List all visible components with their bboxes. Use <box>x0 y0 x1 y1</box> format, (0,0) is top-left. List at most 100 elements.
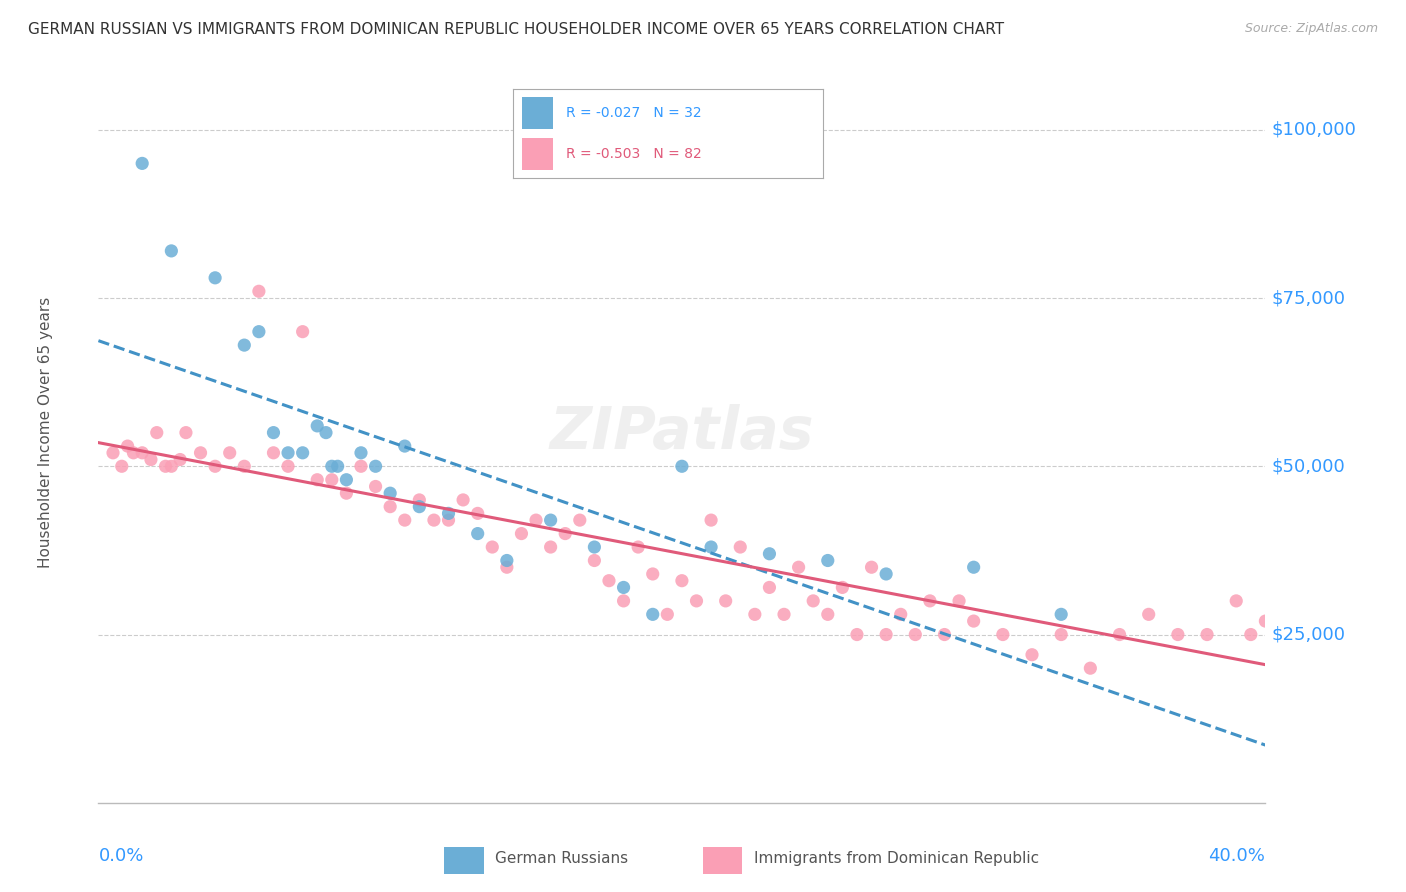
FancyBboxPatch shape <box>703 847 742 874</box>
Point <box>554 526 576 541</box>
Point <box>247 325 270 339</box>
Point <box>934 627 956 641</box>
Text: German Russians: German Russians <box>495 851 628 866</box>
Text: R = -0.503   N = 82: R = -0.503 N = 82 <box>565 147 702 161</box>
Point <box>364 479 387 493</box>
Point <box>1167 627 1189 641</box>
Point <box>540 513 562 527</box>
Point <box>641 607 664 622</box>
Point <box>155 459 177 474</box>
Point <box>671 459 693 474</box>
Point <box>101 446 124 460</box>
Point <box>962 614 984 628</box>
Point <box>568 513 591 527</box>
Point <box>437 507 460 521</box>
Point <box>875 627 897 641</box>
Point <box>758 547 780 561</box>
Point <box>321 459 343 474</box>
Point <box>948 594 970 608</box>
Point <box>860 560 883 574</box>
Point <box>714 594 737 608</box>
Point <box>817 553 839 567</box>
Point <box>496 553 519 567</box>
Point <box>962 560 984 574</box>
Point <box>1080 661 1102 675</box>
Point <box>380 500 402 514</box>
Point <box>111 459 134 474</box>
Point <box>524 513 547 527</box>
Point <box>1240 627 1263 641</box>
Point <box>291 446 314 460</box>
Point <box>991 627 1014 641</box>
Point <box>1254 614 1277 628</box>
Point <box>380 486 402 500</box>
Point <box>321 473 343 487</box>
Text: GERMAN RUSSIAN VS IMMIGRANTS FROM DOMINICAN REPUBLIC HOUSEHOLDER INCOME OVER 65 : GERMAN RUSSIAN VS IMMIGRANTS FROM DOMINI… <box>28 22 1004 37</box>
Point <box>233 338 256 352</box>
Point <box>481 540 503 554</box>
Point <box>685 594 707 608</box>
Point <box>730 540 752 554</box>
Point <box>122 446 145 460</box>
Point <box>263 446 285 460</box>
Point <box>1050 607 1073 622</box>
Point <box>671 574 693 588</box>
Point <box>700 540 723 554</box>
Point <box>408 492 430 507</box>
Point <box>1225 594 1247 608</box>
Point <box>394 513 416 527</box>
Point <box>641 566 664 581</box>
Point <box>277 459 299 474</box>
Text: Householder Income Over 65 years: Householder Income Over 65 years <box>38 297 53 568</box>
Point <box>218 446 240 460</box>
Point <box>613 594 636 608</box>
Point <box>117 439 139 453</box>
Point <box>394 439 416 453</box>
Point <box>451 492 474 507</box>
Point <box>233 459 256 474</box>
Point <box>540 540 562 554</box>
Point <box>204 270 226 285</box>
Point <box>583 540 606 554</box>
Point <box>1021 648 1043 662</box>
Point <box>890 607 912 622</box>
Point <box>801 594 824 608</box>
Point <box>510 526 533 541</box>
Point <box>598 574 620 588</box>
Point <box>169 452 191 467</box>
Point <box>627 540 650 554</box>
Point <box>204 459 226 474</box>
Point <box>1050 627 1073 641</box>
Point <box>160 244 183 258</box>
Point <box>1108 627 1130 641</box>
Point <box>131 446 153 460</box>
Text: Immigrants from Dominican Republic: Immigrants from Dominican Republic <box>754 851 1039 866</box>
Point <box>1268 627 1291 641</box>
Point <box>335 486 357 500</box>
Point <box>160 459 183 474</box>
Point <box>583 553 606 567</box>
Point <box>467 526 489 541</box>
Point <box>307 473 329 487</box>
Point <box>1284 607 1306 622</box>
Text: ZIPatlas: ZIPatlas <box>550 404 814 461</box>
Point <box>1341 661 1364 675</box>
Point <box>1313 648 1336 662</box>
Point <box>315 425 337 440</box>
Point <box>335 473 357 487</box>
Point <box>263 425 285 440</box>
Point <box>613 581 636 595</box>
Point <box>437 513 460 527</box>
FancyBboxPatch shape <box>523 138 554 170</box>
Point <box>1137 607 1160 622</box>
Point <box>326 459 349 474</box>
Point <box>904 627 927 641</box>
FancyBboxPatch shape <box>444 847 484 874</box>
Point <box>467 507 489 521</box>
Point <box>1298 627 1320 641</box>
Point <box>1327 648 1350 662</box>
Point <box>174 425 197 440</box>
Point <box>657 607 679 622</box>
Point <box>787 560 810 574</box>
Point <box>846 627 869 641</box>
